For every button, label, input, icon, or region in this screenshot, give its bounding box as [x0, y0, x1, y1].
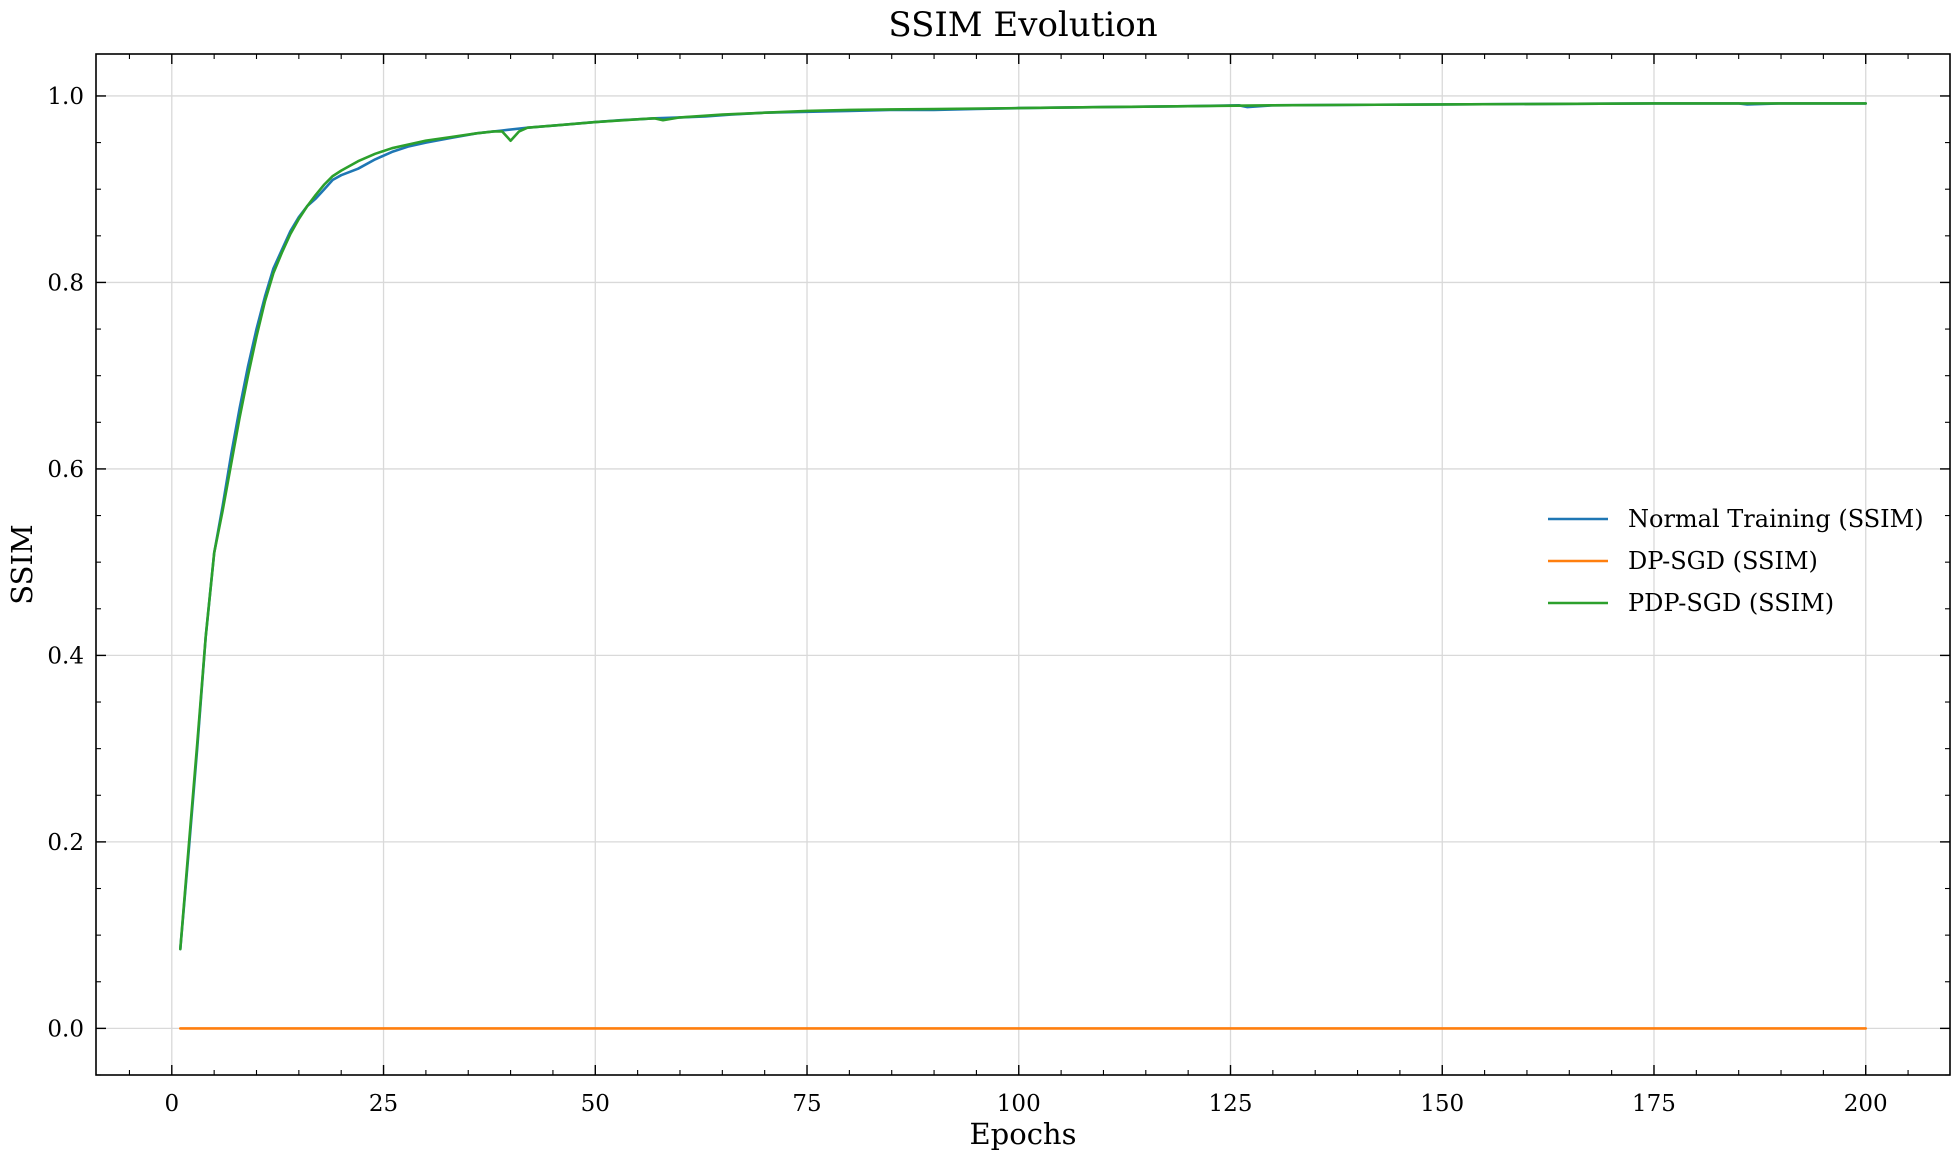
x-tick-label: 75	[792, 1091, 821, 1117]
y-tick-label: 0.4	[47, 643, 84, 669]
x-tick-label: 150	[1420, 1091, 1464, 1117]
x-tick-label: 50	[581, 1091, 610, 1117]
x-tick-label: 200	[1844, 1091, 1888, 1117]
axis-ticks: 0 25 50 75 100 125 150 175 200 0.0 0.2 0.4 0.6 0.8 1.0	[47, 54, 1950, 1117]
legend: Normal Training (SSIM) DP-SGD (SSIM) PDP-S…	[1548, 505, 1924, 617]
y-tick-label: 0.6	[47, 457, 84, 483]
legend-label-1: Normal Training (SSIM)	[1628, 505, 1924, 533]
x-tick-label: 25	[369, 1091, 398, 1117]
legend-label-3: PDP-SGD (SSIM)	[1628, 589, 1834, 617]
x-tick-label: 175	[1632, 1091, 1676, 1117]
y-tick-label: 1.0	[47, 84, 84, 110]
series-line-3	[179, 102, 1867, 951]
y-axis-label: SSIM	[5, 524, 39, 604]
x-tick-label: 125	[1209, 1091, 1253, 1117]
legend-label-2: DP-SGD (SSIM)	[1628, 547, 1818, 575]
x-axis-label: Epochs	[970, 1117, 1077, 1151]
chart-title: SSIM Evolution	[888, 5, 1157, 45]
series-line-1	[179, 102, 1867, 951]
plot-series	[179, 102, 1867, 1030]
x-tick-label: 100	[997, 1091, 1041, 1117]
y-tick-label: 0.0	[47, 1016, 84, 1042]
plot-frame	[95, 53, 1951, 1076]
y-tick-label: 0.2	[47, 830, 84, 856]
x-tick-label: 0	[164, 1091, 179, 1117]
y-tick-label: 0.8	[47, 270, 84, 296]
